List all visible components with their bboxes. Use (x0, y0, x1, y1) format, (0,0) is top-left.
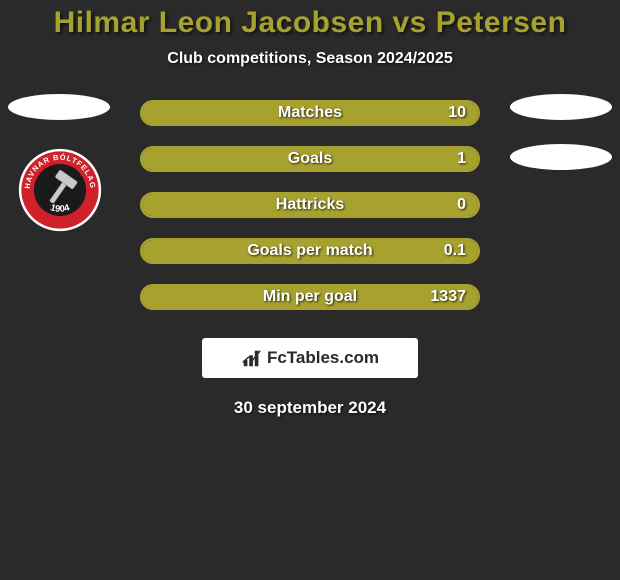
bar-chart-icon (241, 347, 263, 369)
stat-label: Goals per match (247, 242, 372, 260)
player-slot-right-1 (510, 94, 612, 120)
player-slot-right-2 (510, 144, 612, 170)
stat-value: 1337 (430, 288, 466, 306)
club-badge-svg: HAVNAR BÓLTFELAG 1904 (18, 148, 102, 232)
logo-text: FcTables.com (267, 348, 379, 368)
stat-value: 0 (457, 196, 466, 214)
club-badge: HAVNAR BÓLTFELAG 1904 (18, 148, 102, 232)
stat-label: Hattricks (276, 196, 344, 214)
stat-row-hattricks: Hattricks 0 (140, 192, 480, 218)
stat-label: Goals (288, 150, 332, 168)
stat-label: Matches (278, 104, 342, 122)
stat-value: 0.1 (444, 242, 466, 260)
snapshot-date: 30 september 2024 (0, 398, 620, 418)
season-subtitle: Club competitions, Season 2024/2025 (0, 50, 620, 68)
stat-label: Min per goal (263, 288, 357, 306)
stat-row-mpg: Min per goal 1337 (140, 284, 480, 310)
player-slot-left (8, 94, 110, 120)
stat-value: 10 (448, 104, 466, 122)
stat-rows: Matches 10 Goals 1 Hattricks 0 Goals per… (140, 100, 480, 310)
stat-value: 1 (457, 150, 466, 168)
stats-area: HAVNAR BÓLTFELAG 1904 Matches 10 Goals 1… (0, 100, 620, 418)
stat-row-goals: Goals 1 (140, 146, 480, 172)
page-title: Hilmar Leon Jacobsen vs Petersen (0, 0, 620, 40)
stat-row-matches: Matches 10 (140, 100, 480, 126)
logo-text-prefix: Fc (267, 348, 287, 367)
stat-row-gpm: Goals per match 0.1 (140, 238, 480, 264)
logo-text-rest: Tables.com (287, 348, 379, 367)
fctables-logo: FcTables.com (202, 338, 418, 378)
